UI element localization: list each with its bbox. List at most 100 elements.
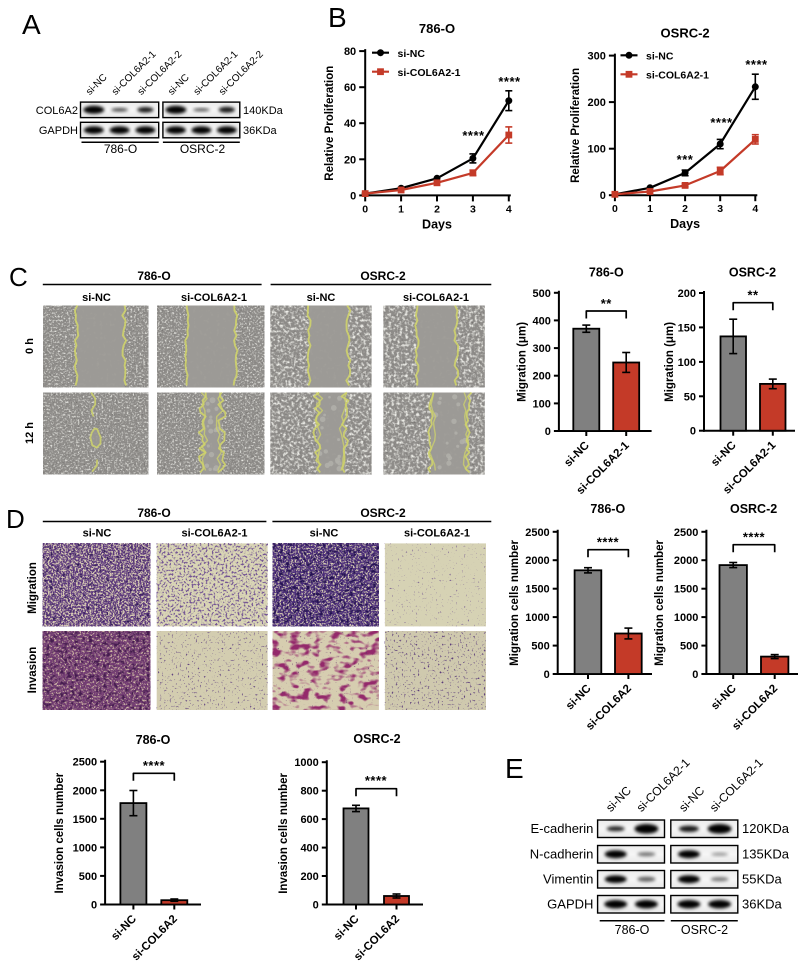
svg-text:786-O: 786-O [615,923,650,937]
svg-text:0: 0 [690,426,696,438]
svg-text:si-COL6A2-1: si-COL6A2-1 [404,528,470,540]
svg-text:4: 4 [506,203,512,215]
svg-text:OSRC-2: OSRC-2 [360,269,406,283]
svg-text:500: 500 [680,641,698,653]
svg-text:786-O: 786-O [137,506,170,520]
svg-text:****: **** [365,773,388,788]
svg-text:786-O: 786-O [104,142,137,156]
svg-text:si-NC: si-NC [398,48,426,60]
svg-text:135KDa: 135KDa [742,847,790,862]
svg-text:200: 200 [588,97,606,109]
svg-text:0: 0 [313,900,319,912]
svg-text:Invasion cells number: Invasion cells number [54,772,66,893]
svg-text:1: 1 [647,203,653,215]
svg-text:si-NC: si-NC [83,528,112,540]
svg-text:Days: Days [422,217,452,231]
svg-text:si-NC: si-NC [82,292,111,304]
svg-text:200: 200 [300,871,318,883]
svg-text:150: 150 [678,322,696,334]
svg-text:140KDa: 140KDa [243,105,284,117]
svg-text:1500: 1500 [674,584,698,596]
svg-text:****: **** [498,74,521,89]
svg-text:400: 400 [533,315,551,327]
svg-text:OSRC-2: OSRC-2 [180,142,226,156]
svg-text:786-O: 786-O [136,733,171,747]
svg-text:N-cadherin: N-cadherin [530,847,594,862]
svg-text:COL6A2: COL6A2 [36,105,78,117]
svg-text:Relative Proliferation: Relative Proliferation [570,68,582,183]
svg-text:2500: 2500 [73,757,97,769]
svg-text:0: 0 [545,426,551,438]
svg-text:Migration (μm): Migration (μm) [664,322,676,402]
svg-text:2000: 2000 [525,555,549,567]
svg-text:0: 0 [362,203,368,215]
svg-text:100: 100 [533,398,551,410]
svg-text:OSRC-2: OSRC-2 [353,732,400,746]
svg-text:****: **** [743,530,766,545]
svg-text:1500: 1500 [73,814,97,826]
svg-text:786-O: 786-O [419,21,455,36]
svg-text:OSRC-2: OSRC-2 [730,502,777,516]
svg-text:120KDa: 120KDa [742,821,790,836]
svg-text:C: C [9,262,28,292]
svg-text:786-O: 786-O [589,266,624,280]
svg-text:**: ** [601,296,613,311]
svg-text:400: 400 [300,843,318,855]
svg-text:4: 4 [752,203,758,215]
svg-text:500: 500 [533,288,551,300]
svg-text:Migration cells number: Migration cells number [654,539,666,665]
svg-text:60: 60 [344,82,356,94]
svg-text:0: 0 [544,669,550,681]
svg-text:Migration: Migration [27,562,39,614]
svg-text:Relative Proliferation: Relative Proliferation [324,66,336,181]
svg-text:si-NC: si-NC [646,51,674,63]
svg-text:si-COL6A2-1: si-COL6A2-1 [646,70,709,82]
svg-text:GAPDH: GAPDH [39,125,78,137]
svg-text:si-NC: si-NC [310,528,339,540]
svg-text:3: 3 [717,203,723,215]
svg-text:1: 1 [398,203,404,215]
svg-text:0: 0 [350,190,356,202]
svg-text:800: 800 [300,786,318,798]
svg-text:55KDa: 55KDa [742,872,783,887]
svg-text:****: **** [597,535,620,550]
svg-text:****: **** [710,115,733,130]
svg-text:Days: Days [670,217,700,231]
svg-text:300: 300 [533,343,551,355]
svg-text:500: 500 [531,641,549,653]
svg-text:D: D [6,504,25,534]
svg-text:2500: 2500 [525,527,549,539]
svg-text:OSRC-2: OSRC-2 [729,266,776,280]
svg-text:500: 500 [79,871,97,883]
svg-text:36KDa: 36KDa [742,897,783,912]
svg-text:12 h: 12 h [24,422,36,444]
svg-text:20: 20 [344,154,356,166]
svg-text:200: 200 [678,288,696,300]
svg-text:1000: 1000 [294,757,318,769]
svg-text:si-COL6A2-1: si-COL6A2-1 [181,528,247,540]
svg-text:50: 50 [684,391,696,403]
svg-text:E: E [505,753,524,784]
svg-text:786-O: 786-O [590,502,625,516]
svg-text:GAPDH: GAPDH [547,897,593,912]
svg-text:1500: 1500 [525,584,549,596]
svg-text:0: 0 [600,190,606,202]
svg-text:Migration cells number: Migration cells number [509,539,521,665]
svg-text:Migration (μm): Migration (μm) [517,322,529,402]
svg-text:***: *** [677,152,694,167]
svg-text:80: 80 [344,46,356,58]
svg-text:si-COL6A2-1: si-COL6A2-1 [398,67,461,79]
svg-text:A: A [22,9,41,40]
svg-text:si-NC: si-NC [307,292,336,304]
svg-text:****: **** [462,128,485,143]
svg-text:600: 600 [300,814,318,826]
svg-text:36KDa: 36KDa [243,125,278,137]
svg-text:300: 300 [588,51,606,63]
svg-text:0: 0 [91,900,97,912]
svg-text:Vimentin: Vimentin [543,872,593,887]
svg-text:Invasion: Invasion [27,647,39,694]
svg-text:100: 100 [678,357,696,369]
svg-text:1000: 1000 [525,612,549,624]
svg-text:B: B [328,2,347,33]
svg-text:786-O: 786-O [137,269,170,283]
